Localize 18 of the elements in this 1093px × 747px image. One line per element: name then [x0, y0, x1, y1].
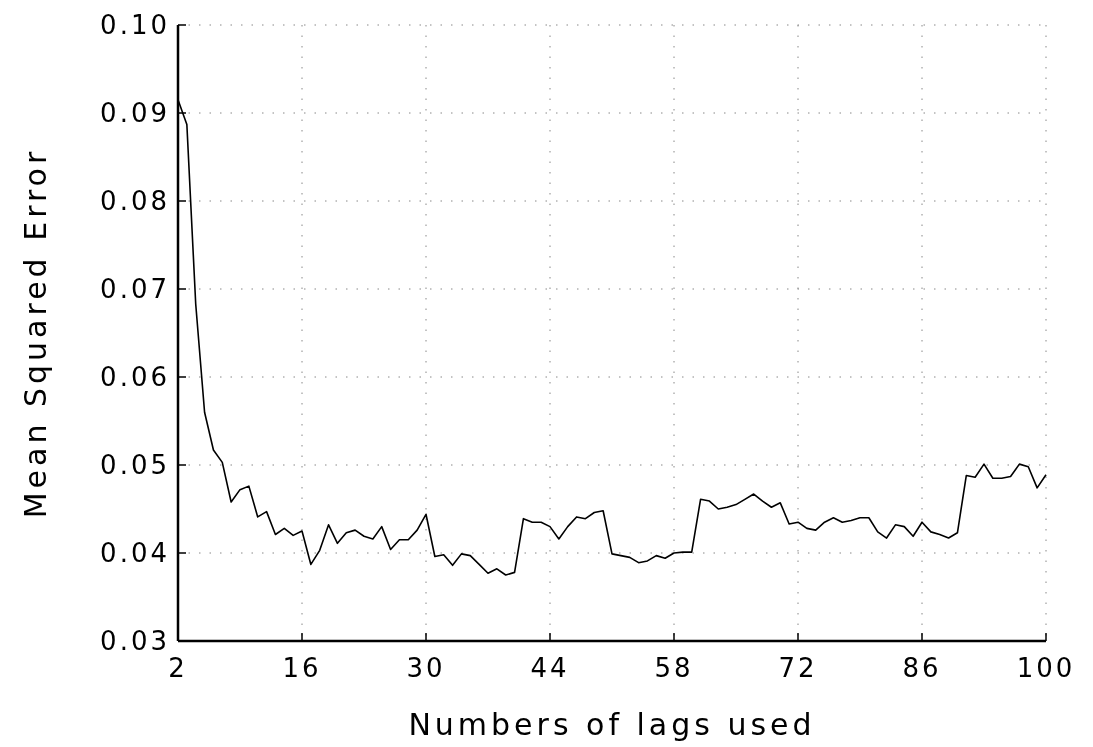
y-tick-label: 0.04: [100, 538, 170, 569]
y-tick-label: 0.03: [100, 626, 170, 657]
x-tick-label: 16: [282, 653, 322, 683]
x-tick-label: 44: [530, 653, 570, 683]
x-tick-label: 58: [654, 653, 694, 683]
y-tick-label: 0.06: [100, 362, 170, 393]
y-axis-title: Mean Squared Error: [18, 147, 53, 519]
y-tick-label: 0.09: [100, 98, 170, 129]
y-tick-label: 0.08: [100, 186, 170, 217]
x-tick-label: 72: [778, 653, 818, 683]
x-tick-label: 2: [168, 653, 188, 683]
x-axis-title: Numbers of lags used: [408, 707, 816, 742]
y-tick-label: 0.07: [100, 274, 170, 305]
y-tick-label: 0.05: [100, 450, 170, 481]
x-tick-label: 86: [902, 653, 942, 683]
x-tick-label: 100: [1016, 653, 1076, 683]
y-tick-label: 0.10: [100, 10, 170, 41]
x-tick-label: 30: [406, 653, 446, 683]
